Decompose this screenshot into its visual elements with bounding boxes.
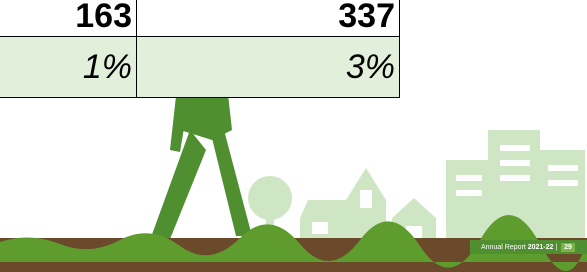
table-cell: 337: [137, 0, 400, 37]
table-cell: 1%: [0, 37, 137, 98]
page-number: 29: [561, 243, 575, 252]
table-row: 1% 3%: [0, 37, 400, 98]
table-cell: 3%: [137, 37, 400, 98]
separator: |: [555, 244, 557, 251]
footer-year: 2021-22: [528, 244, 554, 251]
table-cell: 163: [0, 0, 137, 37]
footer: Annual Report 2021-22 | 29: [481, 244, 575, 251]
table-row: 163 337: [0, 0, 400, 37]
data-table: 163 337 1% 3%: [0, 0, 400, 98]
footer-label: Annual Report: [481, 244, 526, 251]
page: {"table": {"rows": [["163", "337"], ["1%…: [0, 0, 587, 272]
